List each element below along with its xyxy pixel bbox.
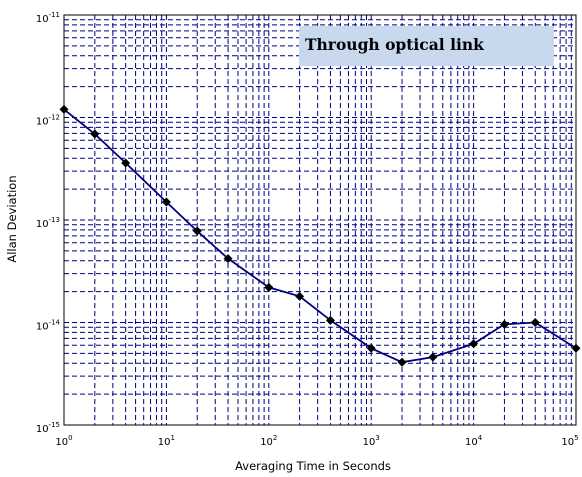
y-tick-label: 10-14 [36,319,61,333]
x-tick-label: 103 [363,434,380,448]
data-point-marker [90,129,100,139]
data-point-marker [530,318,540,327]
tick-labels: 100 101 102 103 104 105 10-11 10-12 10-13 10-14 10… [36,11,579,448]
x-tick-label: 100 [55,434,72,448]
x-tick-label: 102 [260,434,277,448]
data-point-marker [325,315,335,325]
data-point-marker [121,158,131,168]
data-point-marker [264,282,274,292]
y-tick-label: 10-15 [36,421,60,435]
data-point-marker [161,197,171,207]
data-point-marker [59,104,69,114]
data-point-marker [397,357,407,367]
grid-lines [64,15,576,425]
data-point-marker [192,226,202,236]
data-point-marker [295,291,305,301]
data-point-marker [571,343,581,353]
series-layer [59,104,581,367]
y-tick-label: 10-12 [36,114,60,128]
data-point-marker [223,254,233,264]
plot-frame [63,14,577,426]
x-tick-label: 104 [465,434,483,448]
y-tick-label: 10-11 [36,11,60,25]
series-line [63,108,577,364]
data-point-marker [428,352,438,362]
y-axis-label: Allan Deviation [5,175,19,262]
x-tick-label: 105 [561,434,578,448]
annotation-box [299,26,554,66]
annotation-callout: Through optical link [299,26,554,66]
data-point-marker [366,343,376,353]
annotation-text: Through optical link [305,35,484,54]
x-axis-label: Averaging Time in Seconds [235,459,391,473]
x-tick-label: 101 [158,434,175,448]
data-point-marker [469,339,479,349]
y-tick-label: 10-13 [36,216,60,230]
data-point-marker [499,319,509,329]
